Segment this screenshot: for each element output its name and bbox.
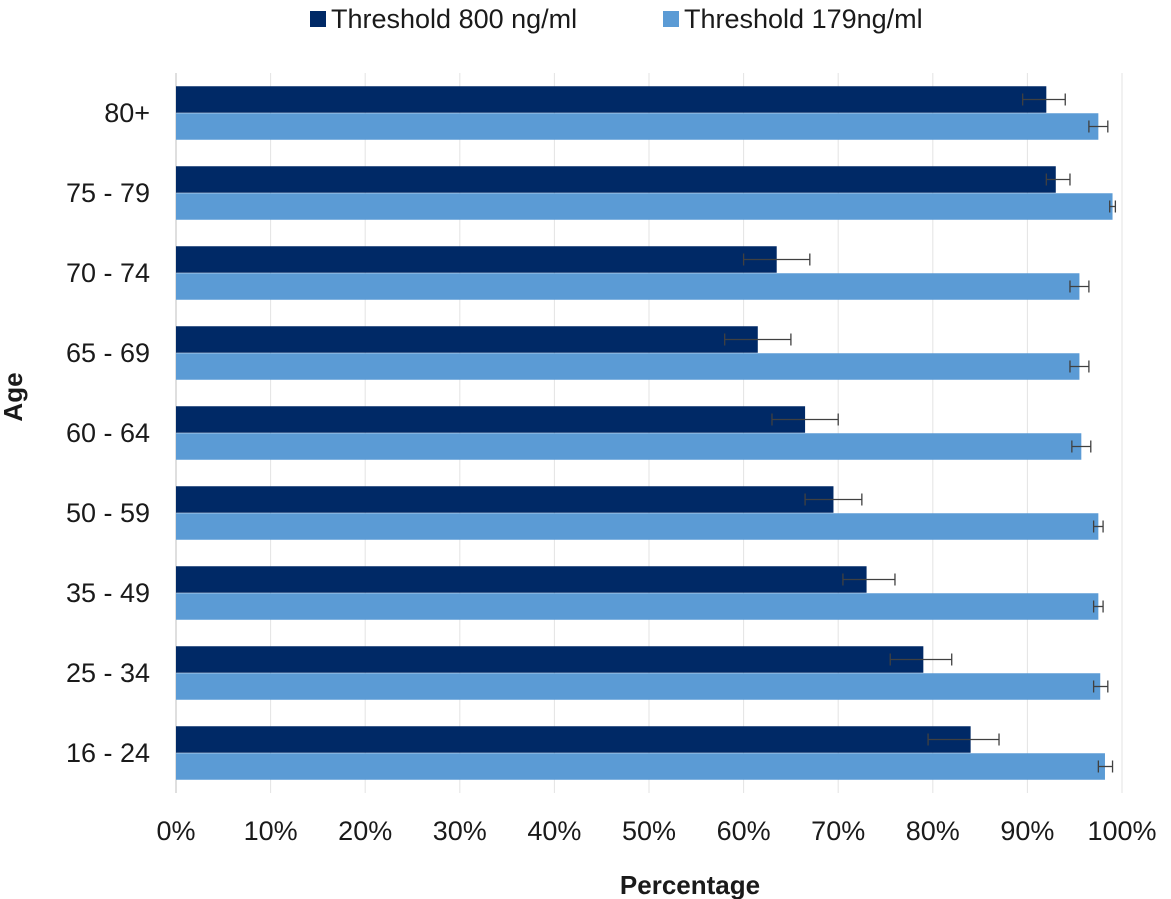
y-tick-label: 35 - 49 [66, 578, 150, 608]
bar [176, 646, 924, 673]
error-bars [724, 93, 1117, 773]
legend-label: Threshold 179ng/ml [684, 4, 923, 34]
x-tick-labels: 0% 10% 20% 30% 40% 50% 60% 70% 80% 90% 100% [156, 816, 1156, 846]
y-tick-label: 65 - 69 [66, 338, 150, 368]
bar [176, 113, 1099, 140]
bar [176, 193, 1113, 220]
legend-swatch [663, 11, 679, 27]
bar [176, 486, 834, 513]
x-tick-label: 90% [1000, 816, 1054, 846]
bar [176, 273, 1080, 300]
y-tick-label: 16 - 24 [66, 738, 150, 768]
x-tick-label: 10% [244, 816, 298, 846]
x-tick-label: 70% [811, 816, 865, 846]
x-tick-label: 0% [156, 816, 195, 846]
x-tick-label: 20% [338, 816, 392, 846]
y-tick-label: 60 - 64 [66, 418, 150, 448]
legend-label: Threshold 800 ng/ml [331, 4, 577, 34]
x-tick-label: 80% [906, 816, 960, 846]
bar [176, 406, 806, 433]
bar [176, 326, 758, 353]
bar [176, 673, 1101, 700]
bar [176, 433, 1082, 460]
y-axis-title: Age [0, 372, 28, 421]
bar [176, 513, 1099, 540]
x-tick-label: 30% [433, 816, 487, 846]
bar [176, 86, 1047, 113]
bar [176, 566, 867, 593]
x-axis-title: Percentage [620, 870, 760, 899]
bar [176, 753, 1105, 780]
y-tick-label: 80+ [104, 98, 150, 128]
bar [176, 353, 1080, 380]
y-tick-label: 50 - 59 [66, 498, 150, 528]
bar [176, 726, 971, 753]
y-tick-label: 70 - 74 [66, 258, 150, 288]
gridlines [175, 73, 1123, 793]
bars [176, 86, 1113, 780]
legend-swatch [310, 11, 326, 27]
y-tick-label: 75 - 79 [66, 178, 150, 208]
bar [176, 166, 1056, 193]
x-tick-label: 60% [717, 816, 771, 846]
y-tick-label: 25 - 34 [66, 658, 150, 688]
x-tick-label: 40% [527, 816, 581, 846]
bar [176, 593, 1099, 620]
legend: Threshold 800 ng/ml Threshold 179ng/ml [310, 4, 923, 34]
bar [176, 246, 777, 273]
x-tick-label: 100% [1087, 816, 1156, 846]
x-tick-label: 50% [622, 816, 676, 846]
y-tick-labels: 80+ 75 - 79 70 - 74 65 - 69 60 - 64 50 - 59 35… [66, 98, 150, 768]
